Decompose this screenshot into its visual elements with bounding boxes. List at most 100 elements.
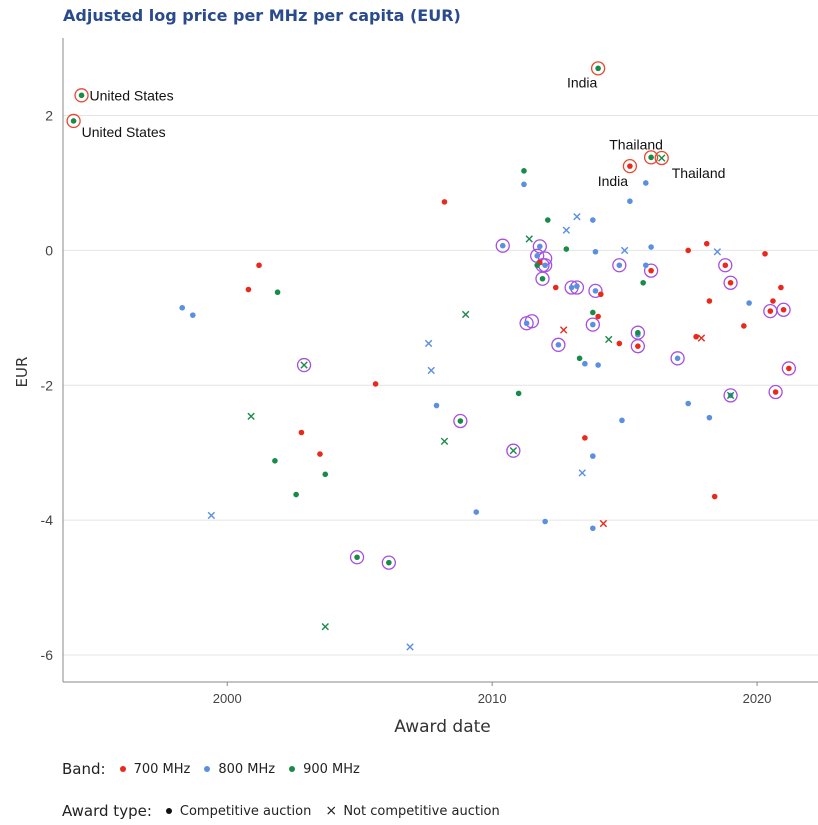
point-800mhz-competitive bbox=[537, 243, 543, 250]
point-900mhz-competitive bbox=[515, 390, 522, 397]
point-700mhz-competitive bbox=[722, 262, 729, 269]
point-900mhz-competitive bbox=[534, 262, 540, 269]
highlight-ring-purple bbox=[532, 239, 547, 254]
point-800mhz-not-competitive bbox=[427, 366, 435, 375]
point-800mhz-competitive bbox=[473, 509, 480, 515]
point-700mhz-competitive bbox=[770, 298, 776, 304]
highlight-ring-purple bbox=[718, 258, 733, 273]
legend-not-competitive: × Not competitive auction bbox=[325, 803, 499, 819]
point-800mhz-not-competitive bbox=[620, 246, 629, 255]
point-900mhz-competitive bbox=[322, 471, 329, 478]
point-700mhz-competitive bbox=[616, 340, 623, 347]
highlight-ring-red bbox=[643, 150, 659, 165]
highlight-ring-red bbox=[622, 158, 638, 174]
point-900mhz-competitive bbox=[544, 217, 551, 223]
award-type-legend-label: Award type: bbox=[62, 802, 152, 820]
point-800mhz-not-competitive bbox=[406, 643, 414, 651]
x-tick-label: 2020 bbox=[743, 691, 772, 706]
y-tick-label: -2 bbox=[41, 377, 54, 393]
point-900mhz-competitive bbox=[590, 309, 596, 316]
point-900mhz-not-competitive bbox=[605, 335, 613, 344]
y-tick-label: -4 bbox=[41, 512, 54, 528]
point-700mhz-competitive bbox=[317, 451, 323, 457]
point-900mhz-competitive bbox=[640, 279, 646, 286]
point-700mhz-competitive bbox=[582, 435, 588, 441]
point-900mhz-competitive bbox=[457, 418, 464, 424]
point-800mhz-competitive bbox=[590, 321, 596, 328]
point-900mhz-competitive bbox=[648, 154, 654, 161]
highlight-ring-purple bbox=[612, 258, 627, 273]
point-800mhz-competitive bbox=[542, 262, 548, 269]
point-900mhz-not-competitive bbox=[247, 412, 255, 421]
point-900mhz-competitive bbox=[521, 168, 527, 174]
highlight-ring-purple bbox=[453, 413, 468, 429]
point-800mhz-competitive bbox=[746, 300, 752, 306]
point-700mhz-competitive bbox=[772, 389, 779, 395]
point-900mhz-not-competitive bbox=[321, 623, 329, 631]
highlight-ring-purple bbox=[349, 550, 365, 565]
point-700mhz-competitive bbox=[741, 323, 747, 329]
point-900mhz-competitive bbox=[272, 458, 278, 464]
legend-800mhz-dot bbox=[204, 766, 211, 772]
highlight-ring-purple bbox=[670, 351, 685, 366]
point-700mhz-competitive bbox=[552, 284, 559, 291]
legend-700mhz: 700 MHz bbox=[119, 761, 191, 777]
point-700mhz-competitive bbox=[441, 199, 448, 205]
point-800mhz-competitive bbox=[643, 262, 649, 269]
highlight-ring-purple bbox=[588, 283, 603, 299]
band-legend: Band: 700 MHz 800 MHz 900 MHz bbox=[62, 760, 374, 778]
highlight-ring-red bbox=[654, 150, 669, 166]
point-800mhz-competitive bbox=[555, 342, 562, 348]
point-900mhz-competitive bbox=[274, 289, 281, 296]
point-900mhz-not-competitive bbox=[461, 310, 470, 319]
highlight-ring-purple bbox=[551, 337, 566, 352]
highlight-ring-purple bbox=[296, 357, 312, 373]
point-700mhz-competitive bbox=[298, 429, 305, 436]
point-800mhz-competitive bbox=[643, 180, 649, 186]
highlight-ring-purple bbox=[781, 361, 797, 376]
highlight-ring-purple bbox=[630, 339, 646, 354]
point-700mhz-competitive bbox=[597, 291, 604, 298]
point-800mhz-competitive bbox=[685, 400, 691, 407]
point-700mhz-competitive bbox=[627, 163, 633, 169]
point-700mhz-competitive bbox=[711, 493, 718, 500]
highlight-ring-red bbox=[74, 88, 89, 103]
legend-900mhz: 900 MHz bbox=[289, 762, 360, 777]
point-700mhz-competitive bbox=[778, 284, 784, 291]
point-800mhz-competitive bbox=[590, 217, 596, 223]
point-900mhz-competitive bbox=[386, 559, 392, 566]
point-800mhz-competitive bbox=[574, 283, 580, 289]
point-700mhz-competitive bbox=[703, 240, 710, 247]
point-900mhz-competitive bbox=[539, 275, 546, 282]
point-900mhz-competitive bbox=[595, 65, 601, 72]
point-800mhz-competitive bbox=[582, 360, 588, 367]
chart-title: Adjusted log price per MHz per capita (E… bbox=[63, 6, 461, 25]
legend-900mhz-label: 900 MHz bbox=[303, 761, 360, 777]
point-900mhz-competitive bbox=[576, 355, 583, 362]
point-700mhz-competitive bbox=[245, 286, 252, 293]
highlight-ring-purple bbox=[723, 388, 738, 403]
point-800mhz-competitive bbox=[534, 253, 540, 259]
point-700mhz-competitive bbox=[767, 308, 774, 314]
point-800mhz-not-competitive bbox=[424, 339, 433, 348]
point-700mhz-not-competitive bbox=[697, 334, 706, 342]
point-800mhz-competitive bbox=[595, 362, 601, 368]
highlight-ring-purple bbox=[506, 443, 521, 458]
x-tick-label: 2000 bbox=[213, 691, 242, 706]
point-900mhz-not-competitive bbox=[726, 391, 735, 400]
legend-competitive-dot bbox=[165, 808, 172, 814]
point-700mhz-competitive bbox=[786, 365, 792, 372]
point-900mhz-not-competitive bbox=[658, 154, 666, 162]
point-900mhz-competitive bbox=[563, 246, 570, 252]
point-900mhz-competitive bbox=[635, 329, 641, 336]
y-axis-label: EUR bbox=[13, 357, 31, 388]
annotation-label: Thailand bbox=[609, 136, 663, 152]
point-900mhz-competitive bbox=[78, 92, 85, 99]
point-800mhz-not-competitive bbox=[562, 226, 571, 234]
point-700mhz-competitive bbox=[693, 333, 699, 340]
legend-700mhz-dot bbox=[119, 766, 126, 772]
y-tick-label: 2 bbox=[45, 108, 53, 124]
scatter-chart: 2 0 -2 -4 -6 2000 2010 2020 Award date EUR United … bbox=[13, 38, 818, 737]
legend-700mhz-label: 700 MHz bbox=[133, 761, 191, 777]
point-700mhz-competitive bbox=[635, 343, 641, 349]
